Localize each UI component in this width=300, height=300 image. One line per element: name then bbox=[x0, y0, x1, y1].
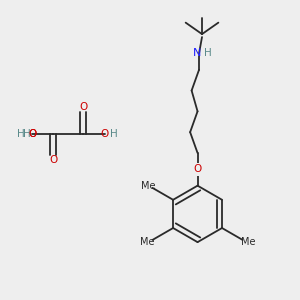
Text: Me: Me bbox=[141, 181, 155, 190]
Text: H: H bbox=[110, 129, 118, 139]
Text: N: N bbox=[194, 48, 202, 59]
Text: H: H bbox=[204, 48, 212, 59]
Text: O: O bbox=[100, 129, 109, 139]
Text: O: O bbox=[28, 129, 37, 139]
Text: O: O bbox=[49, 155, 58, 165]
Text: H: H bbox=[23, 129, 31, 139]
Text: O: O bbox=[28, 129, 36, 139]
Text: H: H bbox=[17, 129, 25, 139]
Text: Me: Me bbox=[241, 237, 255, 247]
Text: O: O bbox=[79, 102, 87, 112]
Text: Me: Me bbox=[140, 237, 154, 247]
Text: O: O bbox=[194, 164, 202, 174]
